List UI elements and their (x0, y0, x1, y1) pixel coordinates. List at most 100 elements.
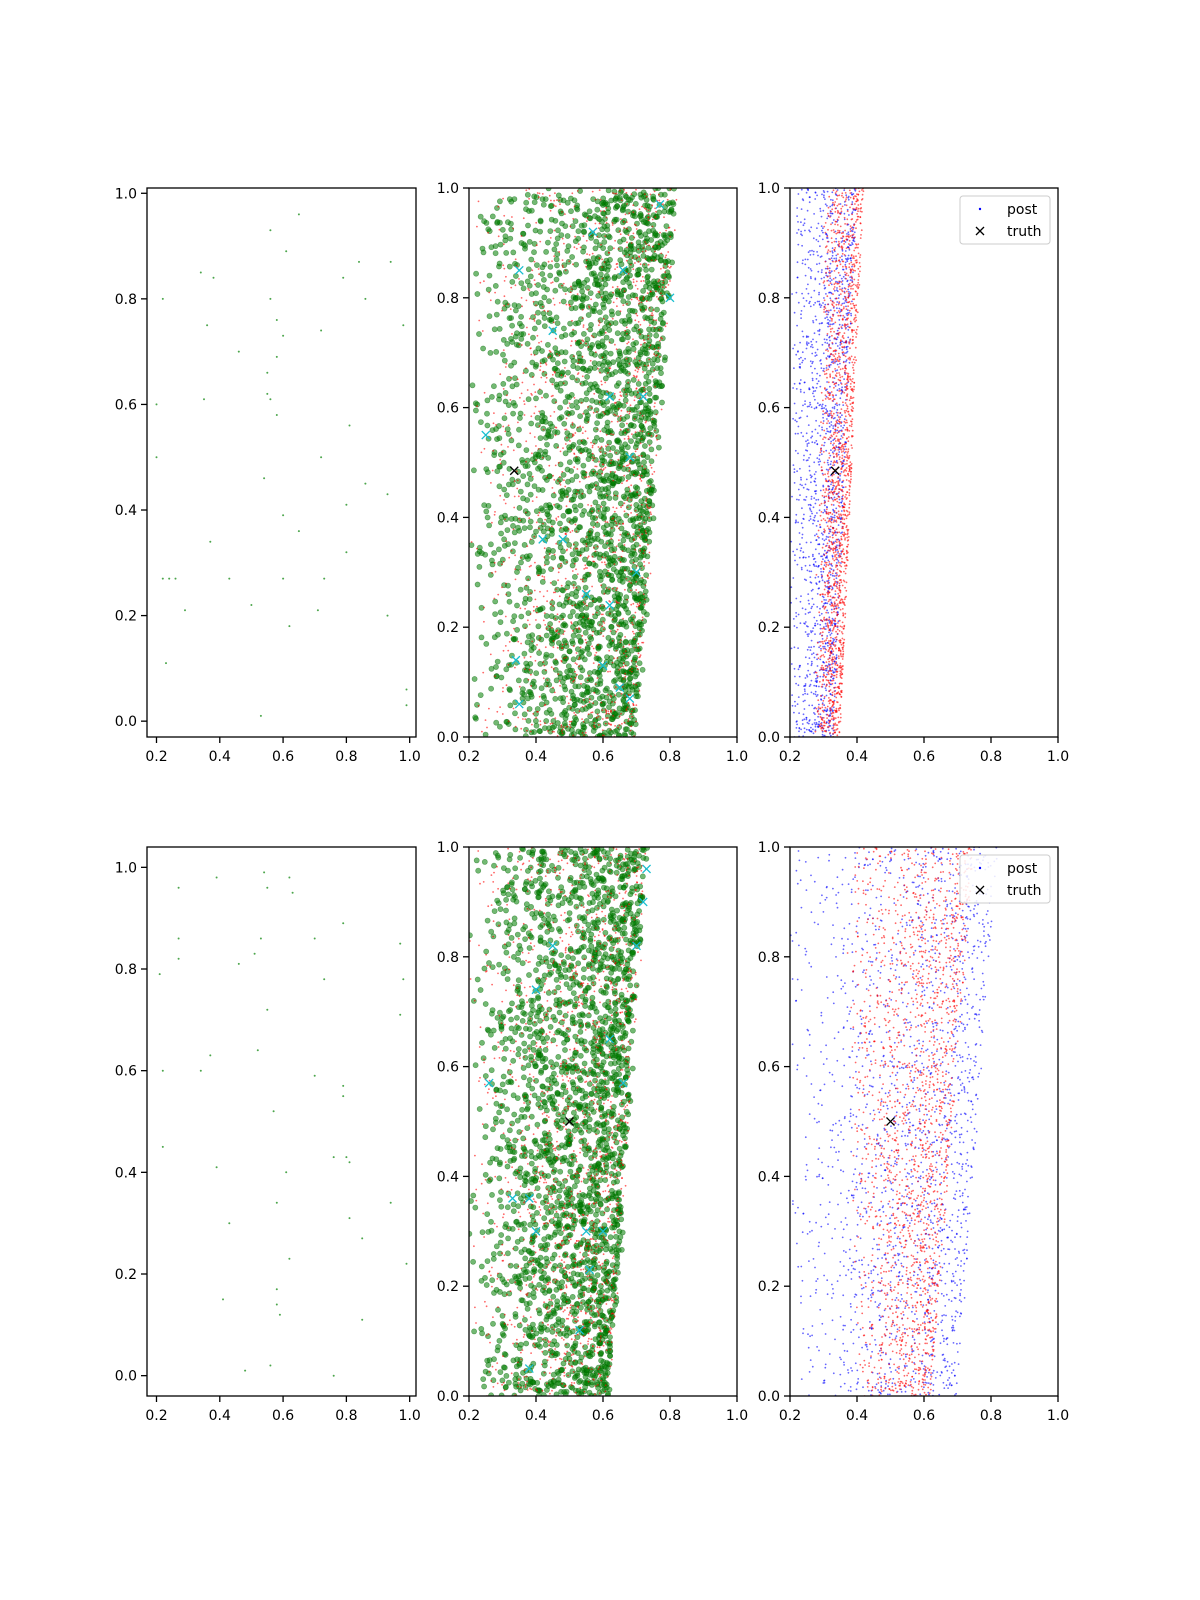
point (638, 216, 645, 223)
point (619, 578, 626, 585)
point (620, 692, 623, 695)
point (635, 296, 638, 299)
point (567, 598, 570, 601)
point (600, 584, 602, 587)
point (587, 674, 590, 677)
point (505, 275, 507, 278)
point (481, 218, 487, 225)
point (822, 209, 825, 212)
point (603, 492, 609, 499)
point (568, 468, 575, 474)
point (549, 582, 552, 584)
point (571, 421, 574, 424)
point (609, 311, 615, 318)
point (545, 341, 551, 348)
point (537, 218, 544, 225)
point (617, 257, 624, 264)
point (619, 419, 622, 422)
point (614, 701, 616, 704)
point (810, 481, 812, 484)
point (846, 208, 849, 211)
point (389, 260, 392, 263)
point (618, 715, 621, 718)
point (627, 464, 629, 466)
point (586, 451, 593, 458)
point (478, 634, 485, 641)
point (632, 602, 635, 605)
point (635, 312, 638, 315)
point (658, 311, 665, 318)
point (533, 290, 539, 297)
point (565, 505, 568, 508)
point (199, 271, 202, 274)
point (601, 478, 608, 485)
point (492, 282, 499, 289)
point (839, 344, 842, 346)
point (634, 262, 636, 264)
x-marker (625, 452, 635, 462)
point (636, 296, 639, 299)
point (793, 711, 795, 714)
point (824, 622, 827, 625)
point (838, 448, 841, 451)
point (604, 359, 611, 366)
point (650, 221, 657, 228)
x-marker (618, 265, 628, 275)
point (808, 519, 811, 522)
point (544, 508, 551, 515)
point (483, 466, 490, 472)
point (528, 565, 531, 568)
x-marker (588, 227, 598, 237)
point (832, 425, 835, 427)
point (654, 429, 656, 432)
point (806, 674, 808, 677)
point (594, 550, 597, 553)
point (480, 345, 486, 352)
point (578, 488, 584, 495)
point (796, 563, 799, 566)
point (620, 416, 627, 422)
point (509, 383, 516, 390)
point (658, 355, 661, 358)
point (320, 456, 323, 459)
point (527, 288, 530, 290)
point (587, 289, 590, 291)
point (576, 190, 579, 192)
point (482, 731, 489, 737)
point (620, 639, 622, 641)
point (633, 399, 636, 402)
point (552, 474, 554, 477)
point (819, 403, 822, 406)
point (823, 704, 826, 707)
point (809, 576, 812, 578)
point (525, 222, 531, 229)
point (582, 578, 584, 581)
point (543, 718, 550, 724)
point (802, 551, 805, 553)
point (597, 490, 603, 497)
point (616, 420, 619, 423)
point (488, 685, 494, 692)
point (614, 694, 617, 697)
point (595, 503, 602, 510)
point (829, 309, 832, 312)
point (647, 219, 650, 222)
point (561, 259, 564, 261)
point (517, 495, 520, 498)
point (850, 257, 852, 259)
point (633, 418, 636, 420)
point (793, 311, 796, 314)
x-tick-label: 0.8 (335, 749, 357, 765)
point (551, 722, 554, 725)
point (640, 454, 643, 457)
point (835, 562, 838, 564)
point (571, 697, 578, 704)
point (545, 239, 551, 246)
point (584, 646, 591, 652)
point (667, 284, 670, 286)
point (519, 456, 525, 463)
point (615, 522, 618, 525)
point (505, 362, 508, 365)
point (593, 434, 600, 441)
point (842, 298, 845, 300)
